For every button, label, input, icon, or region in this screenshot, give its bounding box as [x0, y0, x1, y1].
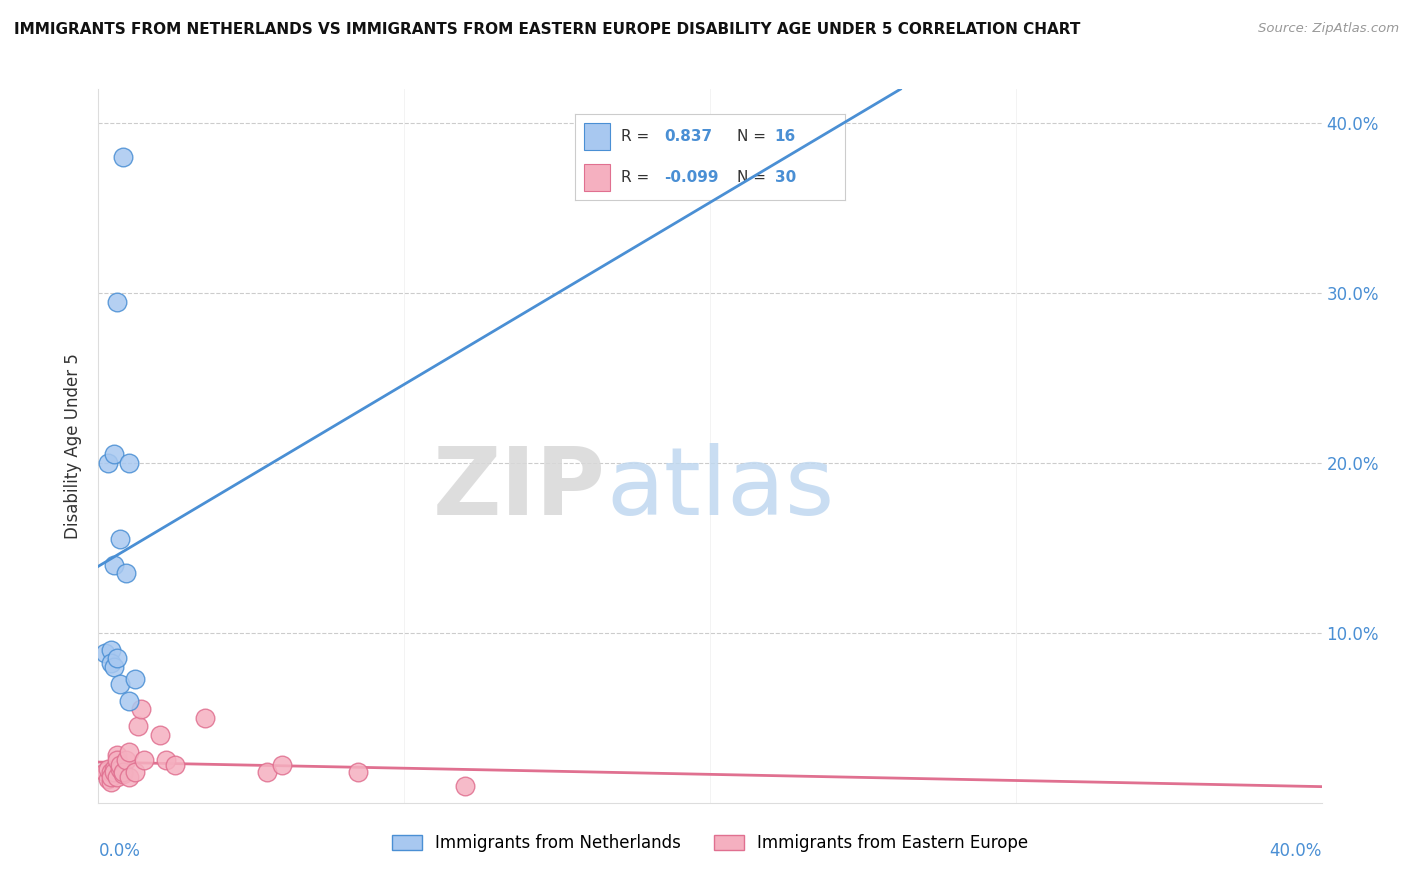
Point: [97, 762, 120, 776]
Point: [100, 657, 122, 671]
Point: [163, 758, 186, 772]
Point: [124, 672, 146, 686]
Point: [118, 745, 141, 759]
Point: [256, 765, 278, 780]
Text: atlas: atlas: [606, 442, 834, 535]
Point: [108, 758, 131, 772]
Point: [103, 762, 125, 776]
Point: [103, 448, 125, 462]
Point: [97, 456, 120, 470]
Point: [100, 770, 122, 784]
Point: [103, 558, 125, 572]
Point: [108, 533, 131, 547]
Point: [194, 711, 217, 725]
Text: IMMIGRANTS FROM NETHERLANDS VS IMMIGRANTS FROM EASTERN EUROPE DISABILITY AGE UND: IMMIGRANTS FROM NETHERLANDS VS IMMIGRANT…: [14, 22, 1080, 37]
Text: ZIP: ZIP: [433, 442, 606, 535]
Point: [111, 765, 134, 780]
Point: [129, 702, 152, 716]
Point: [108, 677, 131, 691]
Point: [347, 765, 370, 780]
Text: 40.0%: 40.0%: [1270, 842, 1322, 860]
Point: [118, 456, 141, 470]
Point: [124, 765, 146, 780]
Point: [105, 748, 128, 763]
Point: [149, 728, 172, 742]
Point: [111, 150, 134, 164]
Point: [270, 758, 292, 772]
Point: [118, 694, 141, 708]
Point: [127, 719, 149, 733]
Point: [100, 643, 122, 657]
Point: [100, 765, 122, 780]
Point: [111, 767, 134, 781]
Legend: Immigrants from Netherlands, Immigrants from Eastern Europe: Immigrants from Netherlands, Immigrants …: [385, 828, 1035, 859]
Point: [93, 646, 115, 660]
Point: [105, 770, 128, 784]
Point: [108, 762, 131, 776]
Point: [97, 772, 120, 786]
Point: [134, 753, 156, 767]
Text: 0.0%: 0.0%: [98, 842, 141, 860]
Point: [454, 779, 477, 793]
Text: Source: ZipAtlas.com: Source: ZipAtlas.com: [1258, 22, 1399, 36]
Point: [115, 753, 138, 767]
Point: [115, 566, 138, 581]
Point: [118, 770, 141, 784]
Point: [103, 660, 125, 674]
Point: [105, 294, 128, 309]
Point: [100, 775, 122, 789]
Point: [105, 753, 128, 767]
Y-axis label: Disability Age Under 5: Disability Age Under 5: [65, 353, 83, 539]
Point: [103, 765, 125, 780]
Point: [155, 753, 177, 767]
Point: [93, 765, 115, 780]
Point: [105, 651, 128, 665]
